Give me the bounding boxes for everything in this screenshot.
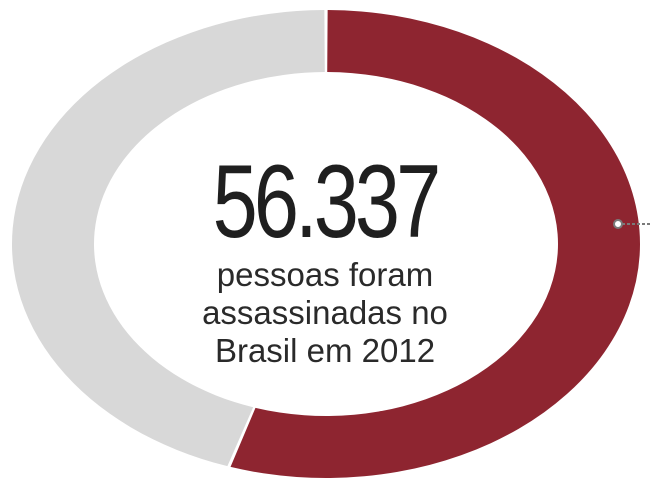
callout-leader-dot bbox=[613, 219, 623, 229]
caption-line-1: pessoas foram bbox=[216, 256, 434, 293]
callout-leader bbox=[613, 219, 651, 229]
center-label: 56.337 pessoas foram assassinadas no Bra… bbox=[175, 150, 475, 370]
caption-line-3: Brasil em 2012 bbox=[214, 332, 436, 369]
donut-slices bbox=[11, 10, 640, 478]
donut-slice-1 bbox=[230, 10, 640, 478]
donut-slice-2 bbox=[11, 10, 325, 467]
caption-line-2: assassinadas no bbox=[202, 294, 448, 331]
center-caption: pessoas foram assassinadas no Brasil em … bbox=[175, 256, 475, 370]
center-number: 56.337 bbox=[212, 144, 442, 260]
